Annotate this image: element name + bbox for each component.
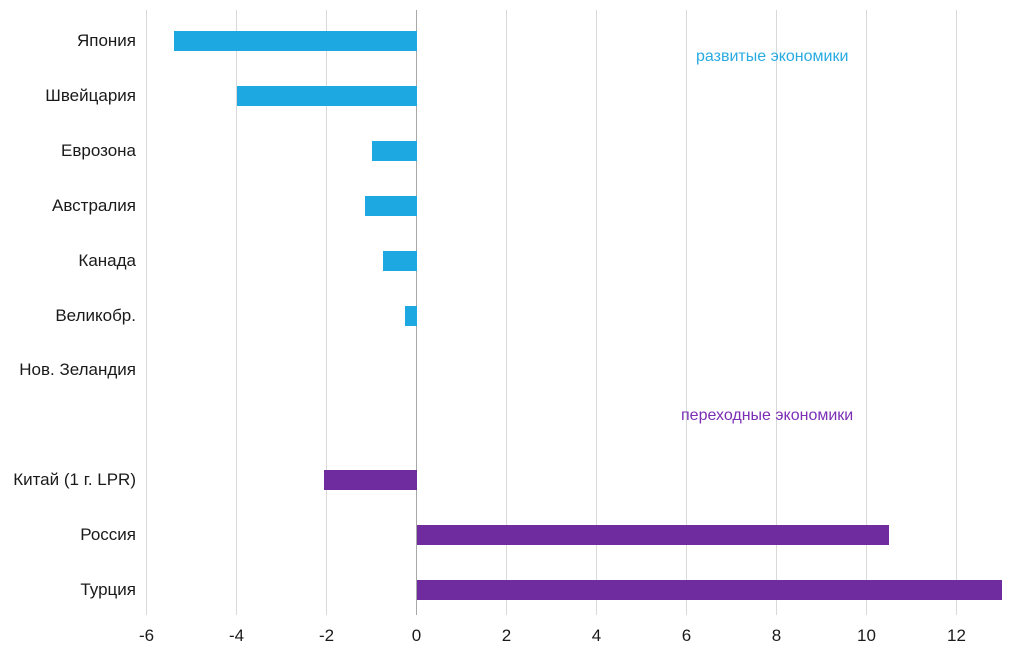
x-axis-tick-label: 6 xyxy=(681,626,692,645)
category-label: Нов. Зеландия xyxy=(19,360,136,380)
x-axis-tick-label: 8 xyxy=(771,626,782,645)
zero-gridline xyxy=(416,10,417,615)
category-label: Еврозона xyxy=(61,140,136,160)
legend-developed-economies-label: развитые экономики xyxy=(696,48,849,65)
legend-emerging-economies-label: переходные экономики xyxy=(681,407,854,424)
gridline xyxy=(506,10,507,615)
x-axis-tick-label: 12 xyxy=(947,626,966,645)
x-axis-tick-label: 2 xyxy=(501,626,512,645)
chart-bar xyxy=(371,140,417,161)
x-axis-tick-label: -4 xyxy=(228,626,245,645)
category-label: Китай (1 г. LPR) xyxy=(13,470,136,490)
chart-bar xyxy=(324,470,417,491)
chart-bar xyxy=(416,580,1002,600)
chart-bar xyxy=(382,250,417,271)
x-axis-tick-label: -2 xyxy=(318,626,335,645)
x-axis-tick-label: 10 xyxy=(857,626,876,645)
chart-bar xyxy=(405,305,417,326)
x-axis-tick-label: 0 xyxy=(411,626,422,645)
x-axis-tick-label: 4 xyxy=(591,626,602,645)
category-label: Япония xyxy=(76,31,136,50)
category-label: Турция xyxy=(80,580,136,599)
chart-bar xyxy=(416,525,889,546)
chart-bar xyxy=(173,31,417,51)
category-label: Великобр. xyxy=(55,305,136,325)
gridline xyxy=(596,10,597,615)
gridline xyxy=(686,10,687,615)
category-label: Канада xyxy=(78,250,136,270)
category-label: Россия xyxy=(80,525,136,545)
gridline xyxy=(866,10,867,615)
gridline xyxy=(146,10,147,615)
gridline xyxy=(326,10,327,615)
gridline xyxy=(236,10,237,615)
category-label: Швейцария xyxy=(45,85,136,105)
category-label: Австралия xyxy=(52,195,136,215)
x-axis-tick-label: -6 xyxy=(138,626,155,645)
chart-bar xyxy=(364,195,417,216)
chart-bar xyxy=(236,85,417,106)
gridline xyxy=(956,10,957,615)
gridline xyxy=(776,10,777,615)
